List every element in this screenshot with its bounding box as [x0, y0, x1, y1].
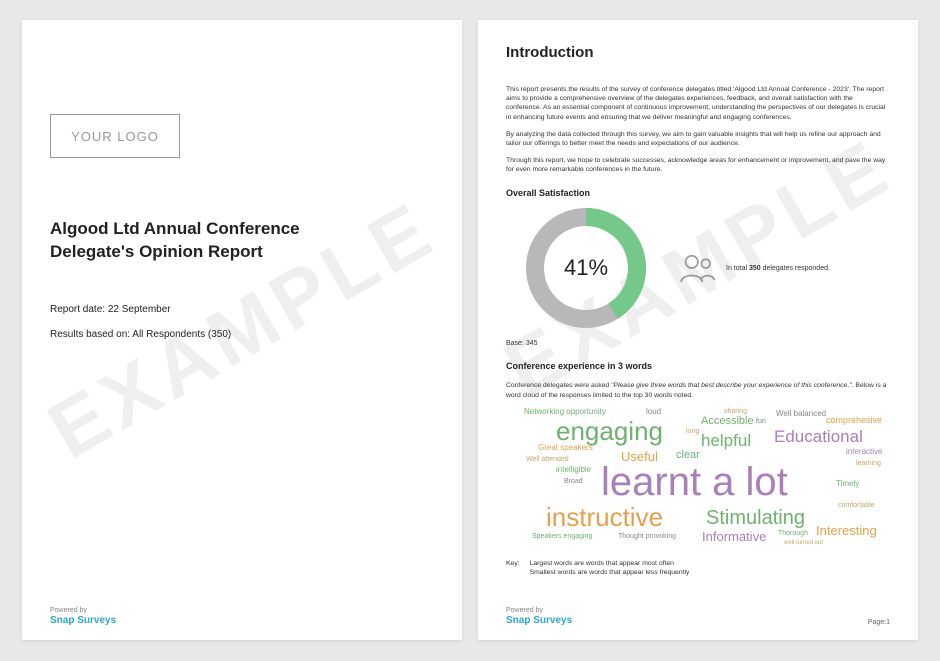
delegates-block: In total 350 delegates responded. — [676, 252, 830, 284]
intro-text: This report presents the results of the … — [506, 85, 890, 174]
title-line-2: Delegate's Opinion Report — [50, 241, 434, 264]
satisfaction-donut: 41% — [526, 208, 646, 328]
key-line-1: Largest words are words that appear most… — [530, 560, 690, 567]
wordcloud-word: learnt a lot — [601, 462, 788, 502]
delegates-prefix: In total — [726, 265, 749, 272]
wordcloud-word: interactive — [846, 448, 882, 456]
delegates-count: 350 — [749, 265, 761, 272]
powered-label: Powered by — [50, 607, 116, 615]
logo-placeholder: YOUR LOGO — [50, 114, 180, 158]
report-date: Report date: 22 September — [50, 304, 434, 315]
wc-intro-quote: "Please give three words that best descr… — [611, 382, 852, 389]
intro-para-1: This report presents the results of the … — [506, 85, 890, 122]
wordcloud-word: sharing — [724, 408, 747, 415]
wordcloud-word: comfortable — [838, 502, 875, 509]
satisfaction-heading: Overall Satisfaction — [506, 188, 890, 198]
satisfaction-row: 41% In total 350 delegates responded. — [506, 208, 890, 328]
intro-para-3: Through this report, we hope to celebrat… — [506, 156, 890, 174]
wordcloud-word: Thought provoking — [618, 533, 676, 540]
wordcloud-word: Well balanced — [776, 410, 826, 418]
brand-name: Snap Surveys — [50, 615, 116, 626]
intro-heading: Introduction — [506, 44, 890, 61]
report-meta: Report date: 22 September Results based … — [50, 304, 434, 340]
wordcloud-word: well turned out — [784, 540, 823, 546]
powered-by: Powered by Snap Surveys — [50, 607, 116, 626]
people-icon — [676, 252, 718, 284]
page-footer: Powered by Snap Surveys — [50, 607, 434, 626]
powered-by: Powered by Snap Surveys — [506, 607, 572, 626]
wordcloud-word: Accessible — [701, 416, 754, 427]
brand-name: Snap Surveys — [506, 615, 572, 626]
report-title: Algood Ltd Annual Conference Delegate's … — [50, 218, 434, 264]
wordcloud-word: loud — [646, 408, 661, 416]
wordcloud-word: Timely — [836, 480, 859, 488]
wordcloud-word: helpful — [701, 432, 751, 449]
page-number: Page:1 — [868, 619, 890, 626]
wordcloud-word: Broad — [564, 478, 583, 485]
wordcloud-word: learning — [856, 460, 881, 467]
wordcloud-word: Well attended — [526, 456, 569, 463]
wordcloud-word: Interesting — [816, 524, 877, 537]
wordcloud-word: fun — [756, 418, 766, 425]
wc-intro-prefix: Conference delegates were asked — [506, 382, 611, 389]
results-based-on: Results based on: All Respondents (350) — [50, 329, 434, 340]
wordcloud-key: Key: Largest words are words that appear… — [506, 560, 890, 578]
delegates-text: In total 350 delegates responded. — [726, 264, 830, 273]
wordcloud-word: clear — [676, 450, 700, 461]
title-line-1: Algood Ltd Annual Conference — [50, 218, 434, 241]
delegates-suffix: delegates responded. — [761, 265, 830, 272]
base-label: Base: 345 — [506, 340, 890, 347]
page-1: EXAMPLE YOUR LOGO Algood Ltd Annual Conf… — [22, 20, 462, 640]
wordcloud-word: intelligible — [556, 466, 591, 474]
page-footer: Powered by Snap Surveys Page:1 — [506, 607, 890, 626]
wordcloud-word: long — [686, 428, 699, 435]
wordcloud-word: Great speakers — [538, 444, 593, 452]
wordcloud: learnt a lot engaging instructive Stimulati… — [506, 408, 890, 548]
wordcloud-word: Thorough — [778, 530, 808, 537]
key-label: Key: — [506, 560, 520, 578]
intro-para-2: By analyzing the data collected through … — [506, 130, 890, 148]
wordcloud-word: instructive — [546, 504, 663, 530]
wordcloud-word: Useful — [621, 450, 658, 463]
wordcloud-word: Networking opportunity — [524, 408, 606, 416]
donut-percent-label: 41% — [526, 208, 646, 328]
wordcloud-word: Speakers engaging — [532, 533, 592, 540]
page-spread: EXAMPLE YOUR LOGO Algood Ltd Annual Conf… — [22, 20, 918, 640]
page-2: EXAMPLE Introduction This report present… — [478, 20, 918, 640]
wordcloud-word: Informative — [702, 530, 766, 543]
wordcloud-word: Stimulating — [706, 508, 805, 528]
powered-label: Powered by — [506, 607, 572, 615]
wordcloud-word: engaging — [556, 418, 663, 444]
wordcloud-intro: Conference delegates were asked "Please … — [506, 381, 890, 399]
key-line-2: Smallest words are words that appear les… — [530, 569, 690, 576]
wordcloud-word: Educational — [774, 428, 863, 445]
experience-heading: Conference experience in 3 words — [506, 361, 890, 371]
wordcloud-word: comprehesive — [826, 416, 882, 425]
